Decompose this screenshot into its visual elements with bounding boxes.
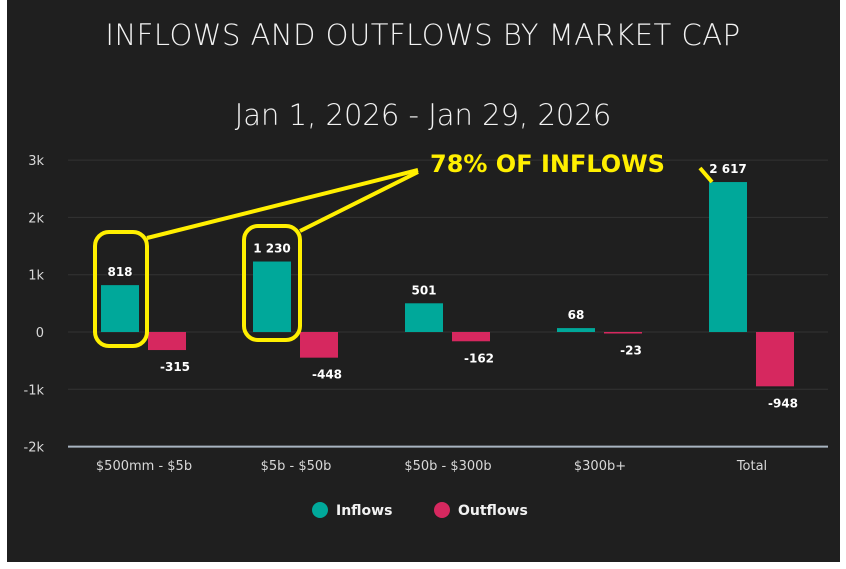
annotation-line [299,170,419,233]
y-tick-label: 3k [28,154,44,169]
y-tick-label: 1k [28,269,44,284]
inflow-data-label: 1 230 [253,242,291,256]
inflow-bar [253,261,291,332]
legend-label: Inflows [336,503,392,519]
outflow-bar [148,332,186,351]
x-tick-label: Total [736,459,767,474]
inflow-bar [405,303,443,332]
outflow-data-label: -948 [768,396,798,410]
x-tick-label: $50b - $300b [404,459,491,474]
chart-subtitle: Jan 1, 2026 - Jan 29, 2026 [234,98,612,132]
inflow-data-label: 2 617 [709,162,747,176]
y-tick-label: 0 [36,326,44,341]
x-tick-label: $5b - $50b [261,459,332,474]
highlight-box [93,230,149,348]
outflow-bar [452,332,490,342]
x-tick-label: $500mm - $5b [96,459,192,474]
inflow-data-label: 68 [568,308,585,322]
outflow-bar [300,332,338,358]
inflow-bar [557,328,595,332]
outflow-bar [756,332,794,387]
outflow-data-label: -23 [620,343,642,357]
y-tick-label: 2k [28,211,44,226]
annotation-line [698,166,714,184]
inflow-data-label: 818 [107,265,132,279]
y-tick-label: -2k [24,441,45,456]
inflow-data-label: 501 [411,283,436,297]
outflow-data-label: -315 [160,360,190,374]
legend-marker [434,502,450,518]
y-tick-label: -1k [24,383,45,398]
inflow-bar [709,182,747,332]
legend-label: Outflows [458,503,528,519]
outflow-data-label: -162 [464,351,494,365]
legend-marker [312,502,328,518]
inflow-bar [101,285,139,332]
x-tick-label: $300b+ [574,459,626,474]
annotation-line [146,168,419,240]
outflow-bar [604,332,642,334]
outflow-data-label: -448 [312,368,342,382]
annotation-text: 78% OF INFLOWS [430,150,665,178]
highlight-box [242,224,302,342]
chart-title: INFLOWS AND OUTFLOWS BY MARKET CAP [105,18,741,52]
